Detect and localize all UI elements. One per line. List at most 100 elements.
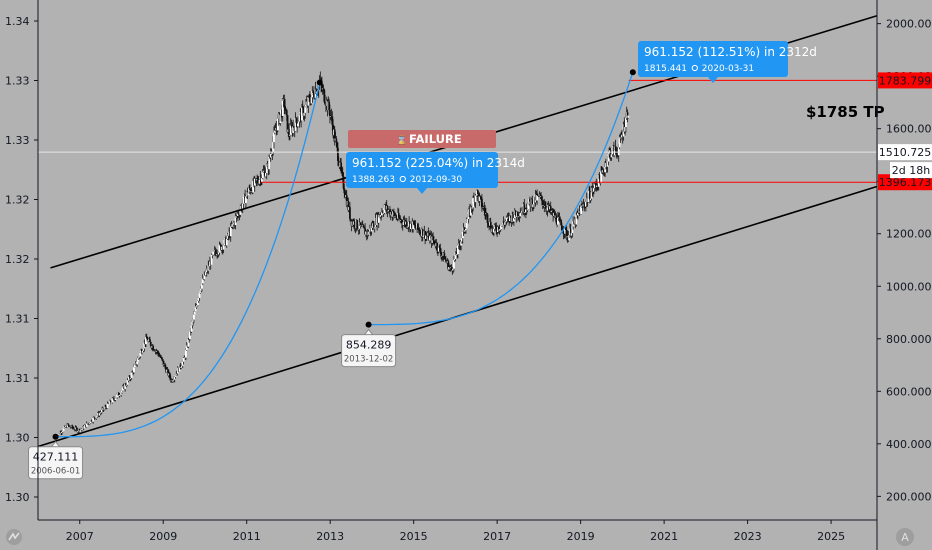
low-price-text: 854.289 [346, 339, 392, 352]
candle-body [104, 406, 107, 409]
candle-body [61, 431, 63, 433]
left-tick-label: 1.31 [5, 313, 30, 326]
candle-body [532, 204, 535, 208]
candle-body [99, 412, 102, 414]
candle-body [214, 250, 217, 253]
candle-body [489, 221, 492, 229]
candle-body [353, 221, 356, 228]
candle-body [222, 245, 225, 250]
candle-body [572, 221, 575, 227]
candle-body [479, 196, 482, 197]
candle-body [413, 221, 415, 225]
candle-body [197, 297, 200, 301]
candle-body [559, 219, 562, 221]
candle-body [180, 366, 183, 368]
x-tick-label: 2013 [316, 530, 344, 543]
candle-body [61, 430, 64, 432]
x-tick-label: 2021 [650, 530, 678, 543]
candle-body [212, 251, 215, 255]
candle-body [589, 191, 591, 201]
candle-body [303, 112, 306, 116]
candle-body [625, 118, 627, 128]
candle-body [198, 293, 201, 298]
low-pivot-1 [52, 433, 59, 440]
right-tick-label: 1000.000 [886, 280, 932, 293]
candle-body [89, 423, 91, 424]
candle-body [456, 254, 459, 256]
tradingview-logo-icon[interactable] [6, 529, 22, 545]
candle-body [295, 118, 298, 123]
candle-body [195, 306, 198, 308]
candle-body [77, 430, 79, 432]
candle-body [115, 397, 118, 399]
candle-body [594, 183, 597, 185]
candle-body [91, 421, 94, 423]
candle-body [138, 356, 141, 358]
candle-body [421, 229, 424, 237]
candle-body [136, 361, 139, 365]
candle-body [600, 171, 603, 184]
candle-body [185, 345, 188, 351]
candle-body [200, 288, 203, 291]
candle-body [562, 231, 565, 234]
candle-body [606, 161, 609, 167]
candle-body [231, 224, 234, 227]
candle-body [310, 97, 313, 104]
candle-body [174, 375, 177, 377]
candle-body [107, 403, 110, 404]
x-tick-label: 2025 [817, 530, 845, 543]
candle-body [71, 425, 74, 428]
candle-body [341, 169, 343, 173]
candle-body [613, 146, 616, 156]
candle-body [465, 228, 467, 231]
candle-body [181, 365, 183, 367]
candle-body [458, 243, 461, 245]
candle-body [335, 138, 338, 143]
right-tick-label: 800.000 [886, 333, 932, 346]
candle-body [526, 209, 529, 211]
candle-body [614, 146, 617, 151]
candle-body [293, 126, 295, 128]
candle-body [153, 349, 155, 351]
candle-body [609, 150, 612, 158]
candle-body [412, 221, 415, 230]
candle-body [120, 392, 123, 395]
candle-body [505, 221, 507, 223]
left-tick-label: 1.30 [5, 432, 30, 445]
candle-body [347, 201, 350, 211]
measure-title: 961.152 (112.51%) in 2312d [644, 45, 817, 59]
candle-body [465, 222, 468, 229]
candle-body [261, 178, 263, 182]
candle-body [513, 218, 515, 222]
right-tick-label: 400.000 [886, 438, 932, 451]
candle-body [133, 364, 136, 368]
candle-body [457, 245, 459, 255]
candle-body [96, 415, 99, 417]
candle-body [194, 307, 197, 312]
candle-body [550, 211, 553, 212]
candle-body [213, 251, 215, 253]
candle-body [143, 342, 146, 349]
candle-body [495, 227, 498, 231]
candle-body [307, 96, 310, 106]
candle-body [386, 205, 389, 212]
auto-scale-icon[interactable]: A [896, 528, 914, 546]
price-tag [878, 144, 932, 161]
candle-body [93, 417, 96, 419]
candle-body [529, 199, 531, 202]
candle-body [201, 283, 203, 289]
candle-body [509, 215, 512, 218]
candle-body [157, 351, 159, 354]
candle-body [447, 261, 450, 270]
left-tick-label: 1.33 [5, 134, 30, 147]
candle-body [125, 384, 128, 386]
candle-body [395, 215, 398, 219]
candle-body [67, 424, 70, 426]
candle-body [182, 358, 185, 362]
candle-body [546, 207, 549, 211]
right-tick-label: 600.000 [886, 385, 932, 398]
candle-body [203, 273, 206, 280]
candle-body [113, 398, 115, 400]
countdown-text: 2d 18h [892, 164, 930, 177]
